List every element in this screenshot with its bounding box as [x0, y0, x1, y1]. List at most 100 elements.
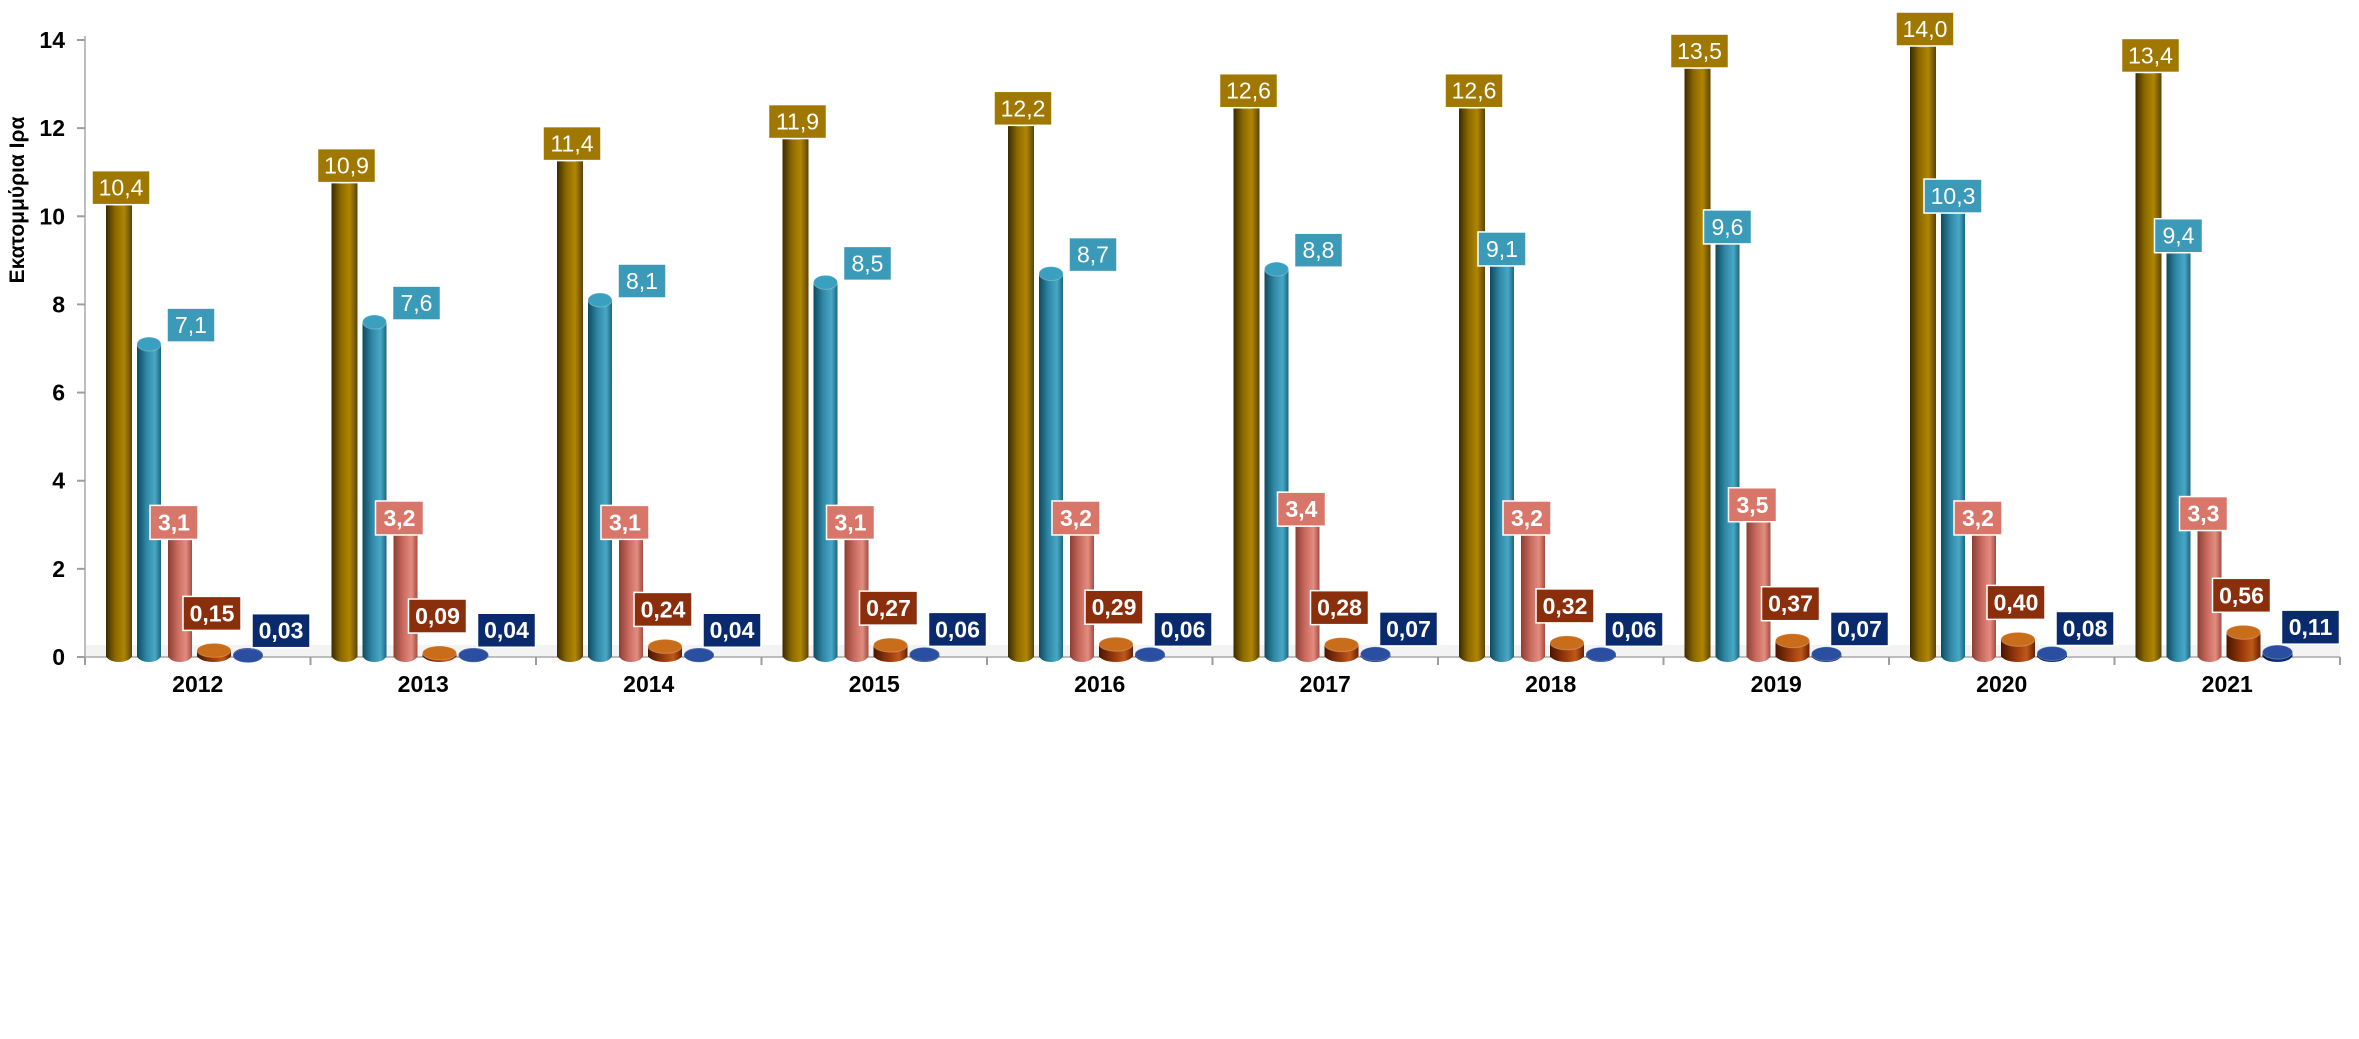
bar-base [168, 648, 192, 662]
data-label-2018-s1: 12,6 [1452, 78, 1497, 104]
data-label-box [1502, 500, 1552, 536]
data-label-2021-s3: 3,3 [2188, 501, 2220, 527]
bar-base [362, 648, 387, 662]
data-label-2017-s1: 12,6 [1226, 78, 1271, 104]
y-tick-label: 4 [52, 468, 65, 494]
bar-base [1684, 648, 1711, 662]
bar-2013-s3 [393, 515, 418, 657]
x-tick-label: 2018 [1525, 671, 1576, 697]
data-label-box [1309, 589, 1370, 626]
bar-2013-s1 [331, 176, 358, 657]
y-tick-label: 12 [39, 115, 65, 141]
bar-cap [1549, 635, 1585, 651]
data-label-2013-s3: 3,2 [384, 505, 416, 531]
bar-base [1099, 648, 1133, 662]
data-label-2017-s3: 3,4 [1286, 496, 1318, 522]
bar-2016-s3 [1070, 515, 1094, 657]
bar-base [588, 648, 612, 662]
bar-2014-s1 [557, 154, 583, 658]
data-label-box [2280, 609, 2341, 645]
data-label-box [1895, 11, 1955, 47]
bar-2021-s1 [2135, 66, 2162, 657]
bar-cap [422, 645, 457, 661]
bar-base [1264, 648, 1289, 662]
y-tick-label: 2 [52, 556, 65, 582]
data-label-box [374, 500, 425, 536]
bar-base [1295, 648, 1320, 662]
data-label-box [2120, 37, 2181, 74]
data-label-box [1829, 611, 1890, 647]
data-label-2015-s5: 0,06 [935, 616, 980, 642]
bar-cap [2262, 644, 2293, 660]
bar-cap [1360, 646, 1391, 662]
bar-cap [1811, 646, 1842, 662]
data-label-box [1727, 487, 1778, 523]
data-label-box [1604, 611, 1664, 648]
bar-base [1746, 648, 1771, 662]
bar-2015-s3 [844, 520, 869, 657]
y-tick-label: 6 [52, 380, 65, 406]
data-label-2015-s2: 8,5 [852, 250, 884, 276]
bars [105, 32, 2293, 664]
bar-base [1008, 648, 1034, 662]
data-label-box [166, 307, 216, 343]
data-label-box [1276, 491, 1327, 527]
bar-2013-s2 [362, 322, 387, 657]
data-label-box [2153, 217, 2204, 254]
bar-2018-s3 [1521, 515, 1545, 657]
bar-cap [1038, 266, 1064, 282]
data-label-box [542, 125, 602, 162]
data-label-2014-s1: 11,4 [550, 131, 593, 157]
bar-2017-s2 [1264, 269, 1289, 657]
bar-base [844, 648, 869, 662]
bar-cap [362, 314, 387, 330]
bar-base [1550, 648, 1584, 662]
x-tick-label: 2017 [1300, 671, 1351, 697]
data-label-box [1218, 72, 1279, 109]
bar-cap [813, 274, 838, 290]
data-label-box [91, 169, 151, 206]
data-label-2018-s2: 9,1 [1486, 236, 1518, 262]
data-label-2019-s2: 9,6 [1712, 214, 1744, 240]
data-label-2016-s4: 0,29 [1092, 594, 1137, 620]
bar-2017-s1 [1233, 101, 1260, 657]
x-tick-label: 2015 [849, 671, 900, 697]
bar-base [1910, 648, 1936, 662]
data-label-box [1702, 209, 1753, 245]
bar-2019-s1 [1684, 62, 1711, 658]
data-label-box [1760, 585, 1821, 622]
x-tick-label: 2016 [1074, 671, 1125, 697]
bar-2012-s2 [137, 344, 161, 657]
bar-cap [683, 647, 715, 663]
bar-base [331, 648, 358, 662]
bar-base [1039, 648, 1063, 662]
data-label-box [391, 285, 442, 321]
data-label-2014-s3: 3,1 [609, 509, 641, 535]
bar-base [393, 648, 418, 662]
bar-base [1941, 648, 1965, 662]
data-label-2014-s5: 0,04 [710, 617, 755, 643]
data-label-box [149, 504, 199, 541]
data-label-2020-s2: 10,3 [1931, 183, 1976, 209]
bar-cap [1585, 646, 1617, 662]
data-label-box [825, 504, 876, 541]
data-label-2015-s3: 3,1 [835, 509, 867, 535]
bar-base [106, 648, 132, 662]
data-label-2020-s5: 0,08 [2063, 615, 2108, 641]
data-label-box [702, 612, 762, 648]
data-label-2019-s4: 0,37 [1768, 591, 1813, 617]
bar-cap [587, 292, 613, 308]
data-label-box [842, 245, 893, 282]
data-label-box [1068, 236, 1118, 273]
bar-cap [2000, 631, 2036, 647]
bar-cap [2036, 645, 2068, 661]
data-label-2014-s2: 8,1 [626, 268, 658, 294]
bar-cap [1134, 646, 1166, 662]
bar-base [137, 648, 161, 662]
bar-cap [647, 638, 683, 654]
bar-2021-s2 [2166, 242, 2191, 657]
bar-base [1490, 648, 1514, 662]
bar-cap [873, 637, 908, 653]
bar-2017-s3 [1295, 507, 1320, 657]
data-label-box [407, 598, 468, 634]
